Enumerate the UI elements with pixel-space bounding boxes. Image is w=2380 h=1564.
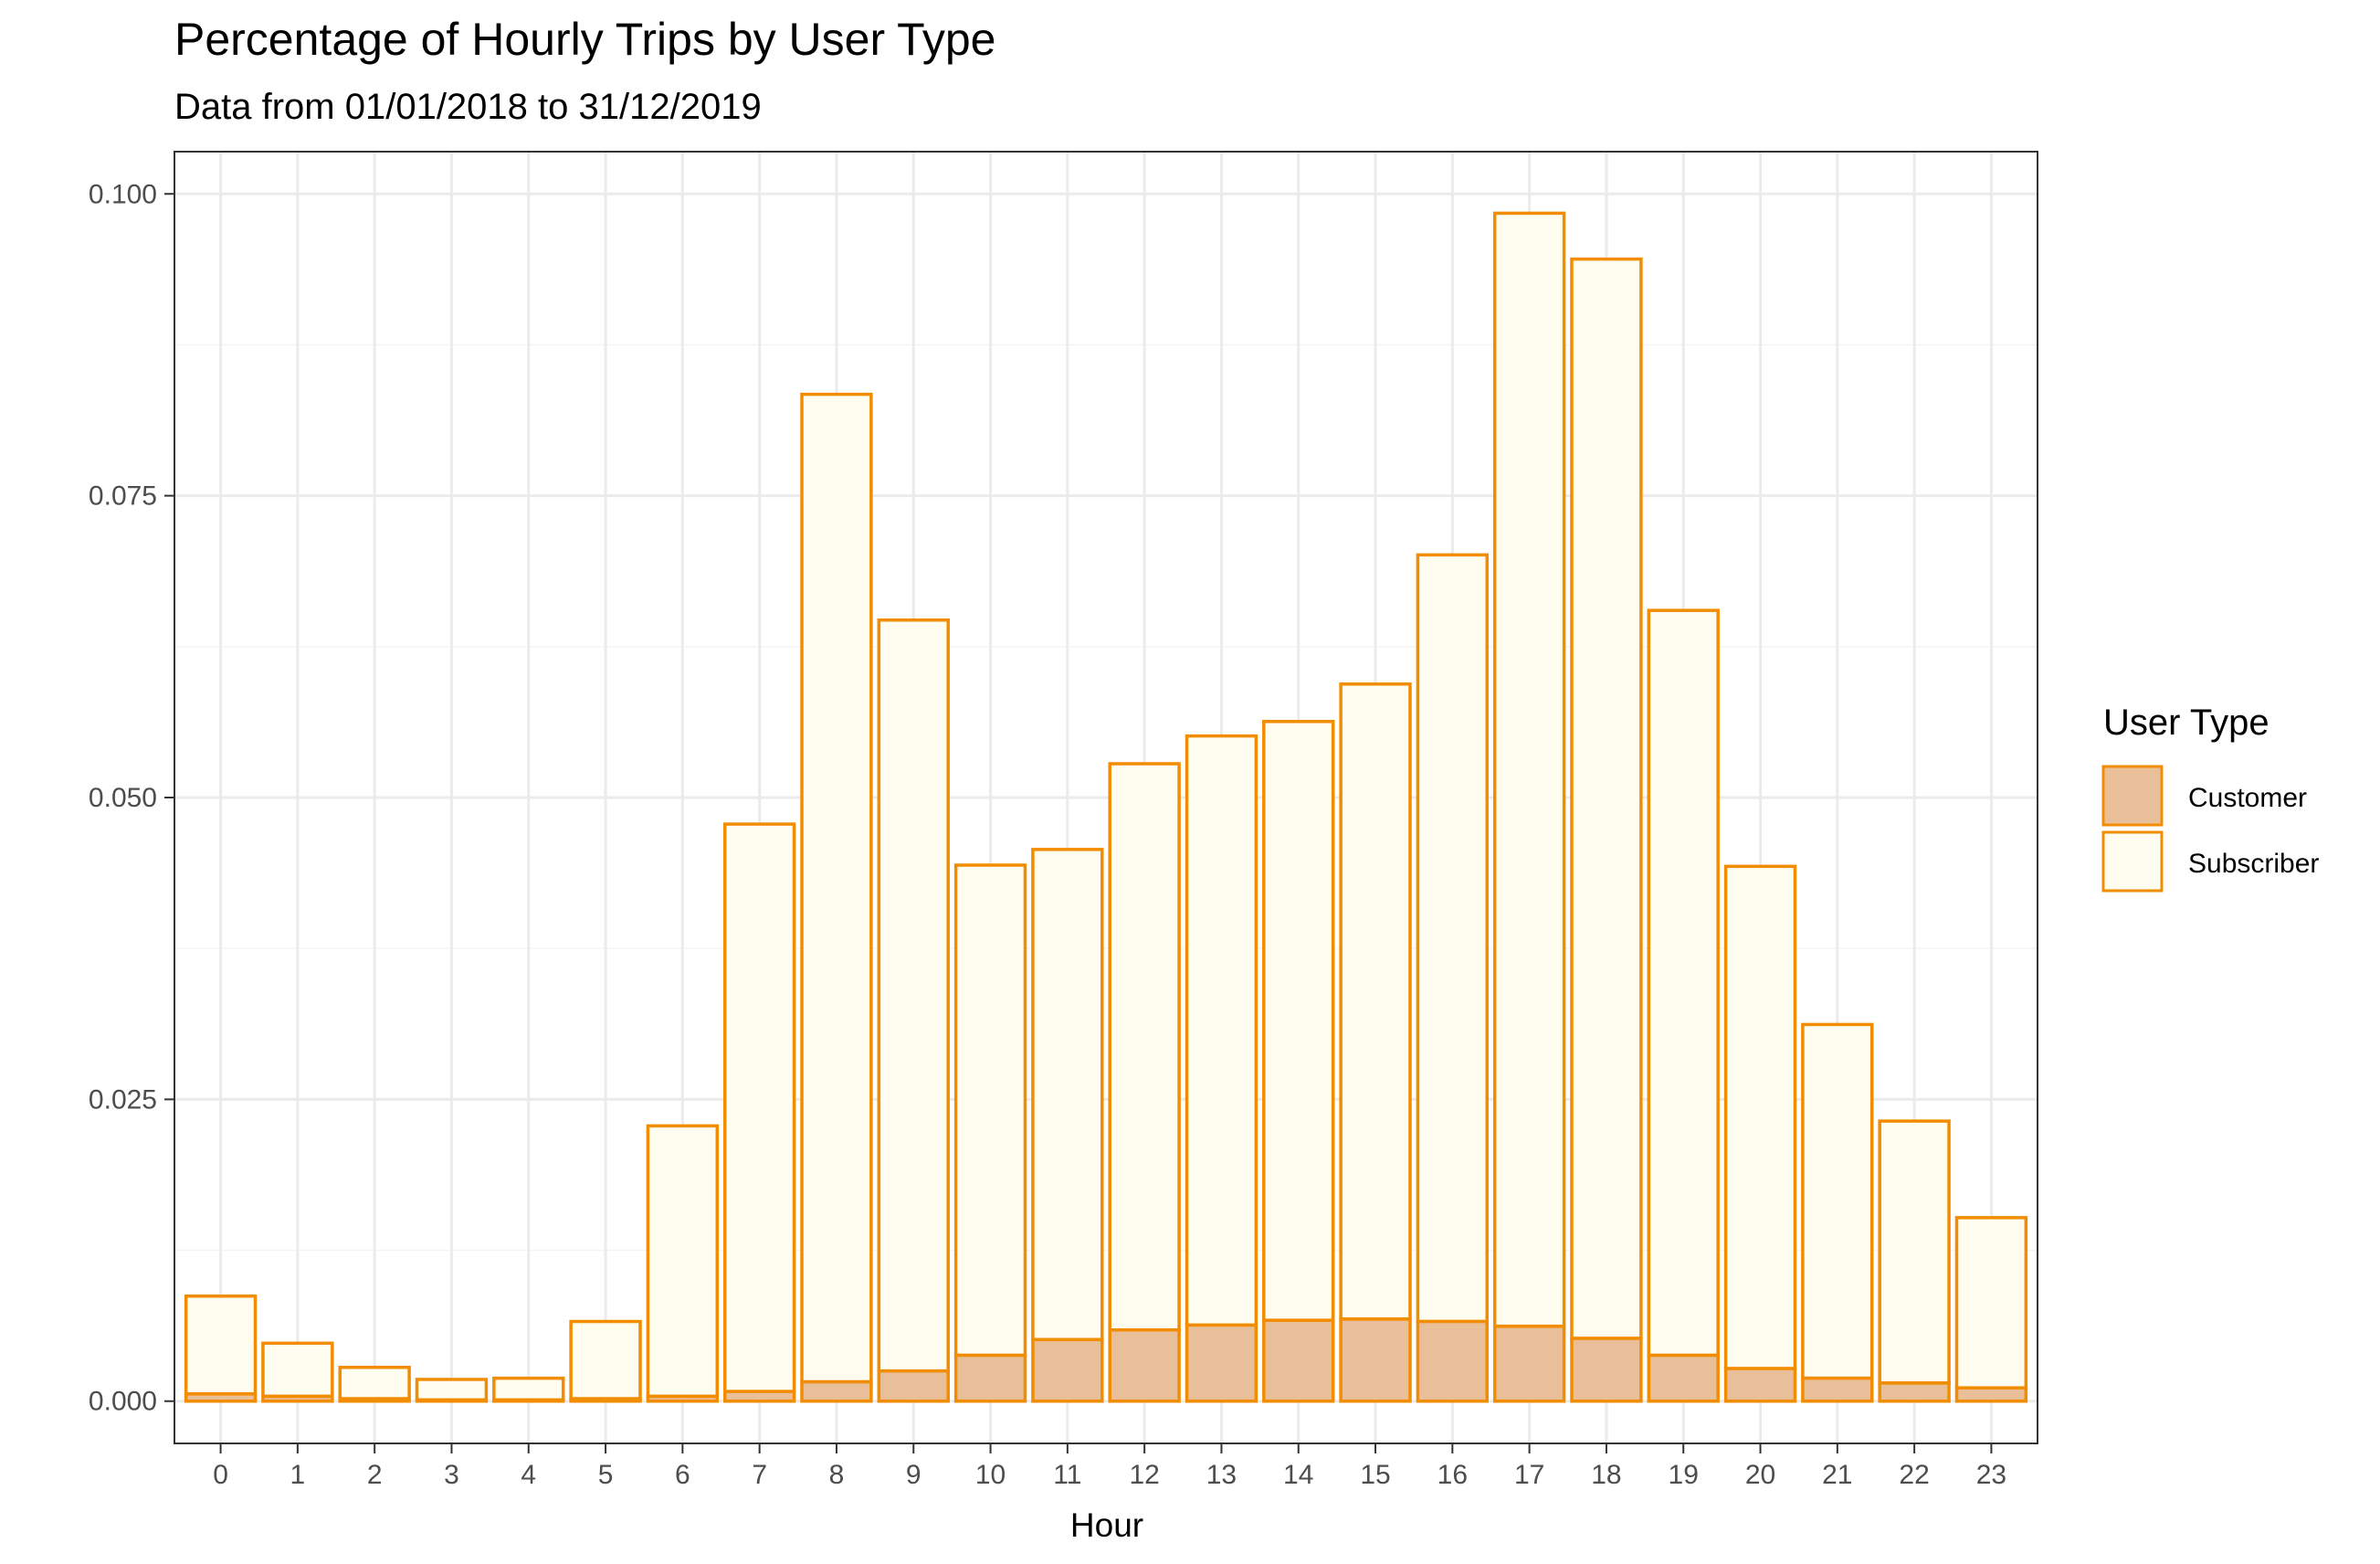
bar-subscriber-hour-8: [800, 392, 873, 1384]
bar-customer-hour-5: [569, 1397, 642, 1403]
x-tick-label: 22: [1899, 1460, 1929, 1490]
bar-subscriber-hour-0: [184, 1295, 258, 1396]
y-axis: 0.000 0.025 0.050 0.075 0.100: [89, 179, 174, 1417]
bar-subscriber-hour-18: [1570, 257, 1643, 1340]
y-tick-label: 0.000: [89, 1387, 157, 1417]
bar-customer-hour-9: [877, 1368, 950, 1403]
chart-subtitle: Data from 01/01/2018 to 31/12/2019: [174, 87, 762, 127]
x-tick-label: 12: [1129, 1460, 1159, 1490]
x-tick-label: 5: [598, 1460, 614, 1490]
bar-customer-hour-14: [1262, 1318, 1335, 1403]
bar-customer-hour-12: [1108, 1328, 1181, 1403]
bar-subscriber-hour-3: [415, 1378, 489, 1402]
bar-subscriber-hour-4: [492, 1376, 565, 1402]
bar-subscriber-hour-5: [569, 1319, 642, 1400]
bar-customer-hour-21: [1801, 1376, 1874, 1403]
bar-customer-hour-8: [800, 1379, 873, 1403]
bar-customer-hour-0: [184, 1392, 258, 1403]
bar-customer-hour-20: [1723, 1367, 1797, 1403]
bar-subscriber-hour-7: [722, 822, 796, 1393]
bar-subscriber-hour-19: [1647, 608, 1720, 1358]
x-tick-label: 1: [290, 1460, 306, 1490]
y-tick-label: 0.075: [89, 481, 157, 512]
x-tick-label: 9: [906, 1460, 921, 1490]
bar-subscriber-hour-12: [1108, 762, 1181, 1332]
chart-title: Percentage of Hourly Trips by User Type: [174, 14, 996, 65]
x-tick-label: 21: [1822, 1460, 1852, 1490]
bar-subscriber-hour-15: [1339, 682, 1412, 1321]
bar-customer-hour-13: [1185, 1323, 1258, 1403]
x-axis-title: Hour: [1070, 1506, 1143, 1544]
legend-key-subscriber: [2101, 830, 2164, 893]
bar-subscriber-hour-6: [646, 1124, 720, 1399]
bar-customer-hour-19: [1647, 1353, 1720, 1403]
x-tick-label: 18: [1591, 1460, 1621, 1490]
bar-subscriber-hour-11: [1031, 848, 1104, 1342]
bar-customer-hour-18: [1570, 1337, 1643, 1403]
bar-subscriber-hour-1: [261, 1341, 334, 1399]
bar-subscriber-hour-22: [1878, 1119, 1951, 1385]
bar-customer-hour-6: [646, 1394, 720, 1403]
x-tick-label: 2: [367, 1460, 383, 1490]
bars: [184, 211, 2028, 1403]
bar-customer-hour-1: [261, 1394, 334, 1403]
bar-subscriber-hour-14: [1262, 719, 1335, 1322]
legend-title: User Type: [2103, 703, 2269, 743]
legend-label-customer: Customer: [2188, 783, 2307, 813]
bar-subscriber-hour-16: [1416, 553, 1490, 1324]
x-tick-label: 10: [975, 1460, 1006, 1490]
bar-customer-hour-17: [1492, 1325, 1566, 1403]
x-tick-label: 20: [1745, 1460, 1775, 1490]
x-tick-label: 16: [1437, 1460, 1468, 1490]
bar-customer-hour-23: [1954, 1386, 2028, 1403]
legend-label-subscriber: Subscriber: [2188, 849, 2319, 879]
bar-customer-hour-22: [1878, 1381, 1951, 1403]
x-tick-label: 6: [675, 1460, 690, 1490]
x-tick-label: 0: [213, 1460, 228, 1490]
x-tick-label: 3: [444, 1460, 459, 1490]
y-tick-label: 0.050: [89, 783, 157, 813]
x-tick-label: 14: [1283, 1460, 1313, 1490]
bar-subscriber-hour-20: [1723, 864, 1797, 1370]
bar-subscriber-hour-10: [953, 863, 1027, 1358]
bar-customer-hour-16: [1416, 1319, 1490, 1403]
bar-subscriber-hour-23: [1954, 1216, 2028, 1390]
legend: User Type Customer Subscriber: [2101, 703, 2319, 893]
bar-subscriber-hour-17: [1492, 211, 1566, 1328]
x-tick-label: 17: [1514, 1460, 1544, 1490]
legend-key-customer: [2101, 765, 2164, 827]
y-tick-label: 0.100: [89, 179, 157, 209]
bar-customer-hour-11: [1031, 1337, 1104, 1403]
x-tick-label: 4: [521, 1460, 536, 1490]
x-tick-label: 13: [1206, 1460, 1237, 1490]
x-tick-label: 8: [829, 1460, 845, 1490]
bar-subscriber-hour-13: [1185, 734, 1258, 1327]
bar-customer-hour-2: [338, 1397, 411, 1403]
x-tick-label: 11: [1053, 1460, 1081, 1490]
bar-customer-hour-10: [953, 1353, 1027, 1403]
y-tick-label: 0.025: [89, 1084, 157, 1115]
x-axis: 0 1 2 3 4 5 6 7 8 9 10 11 12 13 14 15 16 17 18 19 20 21 22 23: [213, 1443, 2006, 1490]
x-tick-label: 19: [1669, 1460, 1699, 1490]
bar-customer-hour-7: [722, 1390, 796, 1403]
bar-subscriber-hour-9: [877, 618, 950, 1373]
bar-customer-hour-15: [1339, 1317, 1412, 1403]
bar-subscriber-hour-21: [1801, 1022, 1874, 1380]
bar-subscriber-hour-2: [338, 1365, 411, 1400]
x-tick-label: 7: [752, 1460, 767, 1490]
x-tick-label: 23: [1976, 1460, 2006, 1490]
x-tick-label: 15: [1360, 1460, 1390, 1490]
